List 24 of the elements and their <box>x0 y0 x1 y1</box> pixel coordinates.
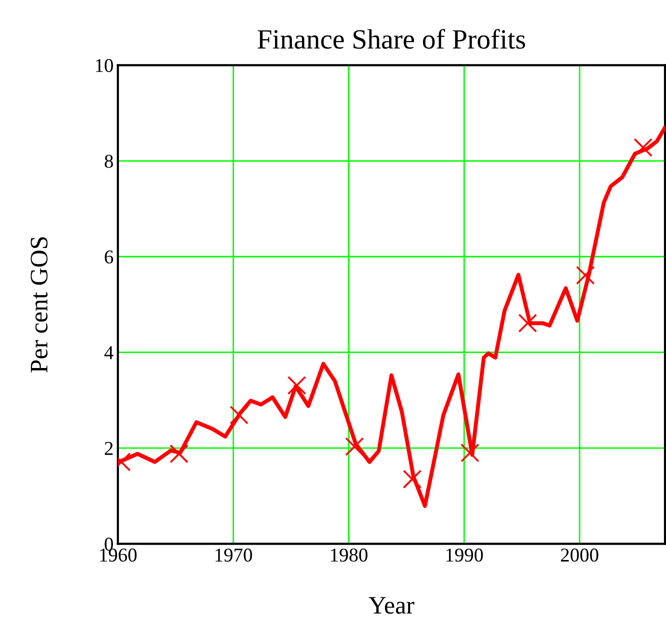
point <box>402 470 422 489</box>
point <box>460 443 480 462</box>
chart-title: Finance Share of Profits <box>258 28 526 49</box>
y-tick-label: 6 <box>104 250 114 264</box>
x-tick-label: 1970 <box>216 548 252 562</box>
x-tick-label: 2000 <box>560 548 598 562</box>
point <box>345 437 364 456</box>
y-tick-label: 4 <box>104 346 114 360</box>
x-tick-label: 1990 <box>446 548 483 562</box>
y-axis-title: Per cent GOS <box>30 237 48 373</box>
x-tick-label: 1980 <box>331 548 368 562</box>
point <box>634 138 652 157</box>
y-tick-label: 0 <box>104 538 113 551</box>
x-tick-label: 1960 <box>100 548 137 562</box>
y-tick-label: 2 <box>104 442 113 455</box>
y-tick-label: 10 <box>96 58 113 72</box>
line-series <box>118 125 665 508</box>
point <box>287 376 306 395</box>
point <box>170 444 188 464</box>
point <box>230 406 248 424</box>
x-axis-title: Year <box>368 597 414 614</box>
point <box>576 266 595 285</box>
point <box>518 314 538 333</box>
y-tick-label: 8 <box>104 154 113 168</box>
